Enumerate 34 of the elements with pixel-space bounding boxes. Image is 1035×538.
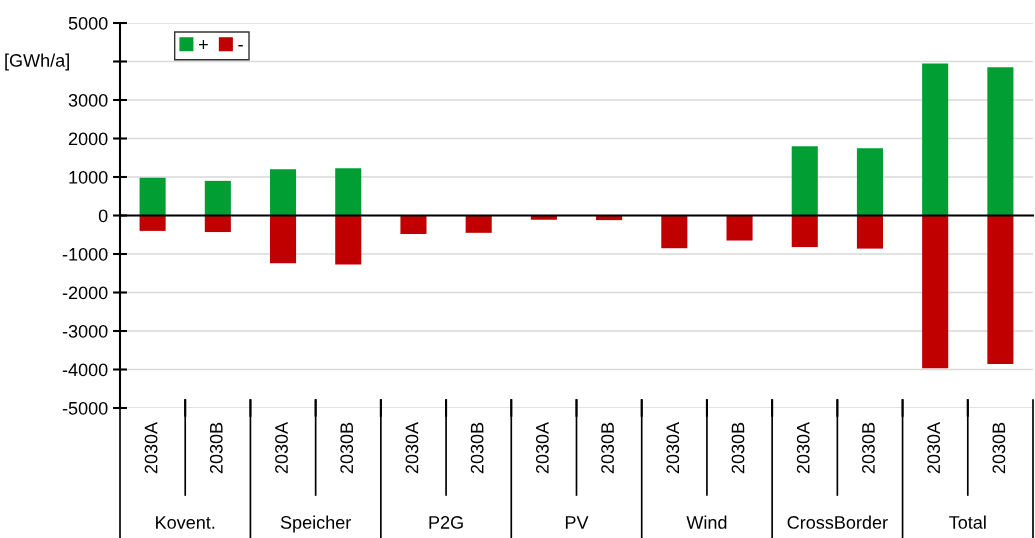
legend-label: - bbox=[238, 45, 243, 47]
x-tick-label: 2030A bbox=[535, 421, 549, 474]
y-tick-label: -5000 bbox=[62, 401, 108, 415]
y-tick-label: 0 bbox=[98, 209, 108, 223]
y-tick-label: -4000 bbox=[62, 363, 108, 377]
text: PV bbox=[565, 516, 589, 529]
y-tick-label: 2000 bbox=[68, 132, 108, 146]
x-tick-label: 2030B bbox=[470, 422, 484, 474]
y-tick-label: 1000 bbox=[69, 170, 108, 184]
y-tick-label: -1000 bbox=[62, 247, 108, 261]
x-tick-label: 2030A bbox=[405, 421, 419, 474]
x-tick-label: 2030A bbox=[796, 421, 810, 474]
x-tick-label: 2030B bbox=[992, 422, 1006, 474]
x-tick-label: 2030A bbox=[144, 421, 158, 474]
y-tick-label: 5000 bbox=[68, 16, 108, 30]
x-tick-label: 2030B bbox=[209, 422, 223, 474]
x-tick-label: 2030A bbox=[927, 421, 941, 474]
y-tick-label: 3000 bbox=[68, 93, 108, 107]
x-tick-label: 2030A bbox=[275, 421, 288, 474]
x-tick-label: 2030B bbox=[731, 422, 745, 474]
x-tick-label: 2030B bbox=[862, 422, 875, 474]
y-axis-title: [GWh/a] bbox=[5, 53, 69, 71]
x-tick-label: 2030B bbox=[601, 422, 614, 474]
x-tick-label: 2030A bbox=[666, 421, 680, 474]
legend-label: + bbox=[199, 40, 208, 49]
text: Wind bbox=[686, 515, 727, 529]
text: Total bbox=[949, 515, 986, 529]
text: CrossBorder bbox=[787, 515, 888, 529]
y-tick-label: -3000 bbox=[62, 324, 108, 338]
text: P2G bbox=[429, 516, 463, 529]
y-tick-label: -2000 bbox=[62, 286, 108, 300]
text: Kovent. bbox=[156, 516, 215, 529]
x-tick-label: 2030B bbox=[340, 422, 354, 474]
text: Speicher bbox=[280, 515, 351, 533]
